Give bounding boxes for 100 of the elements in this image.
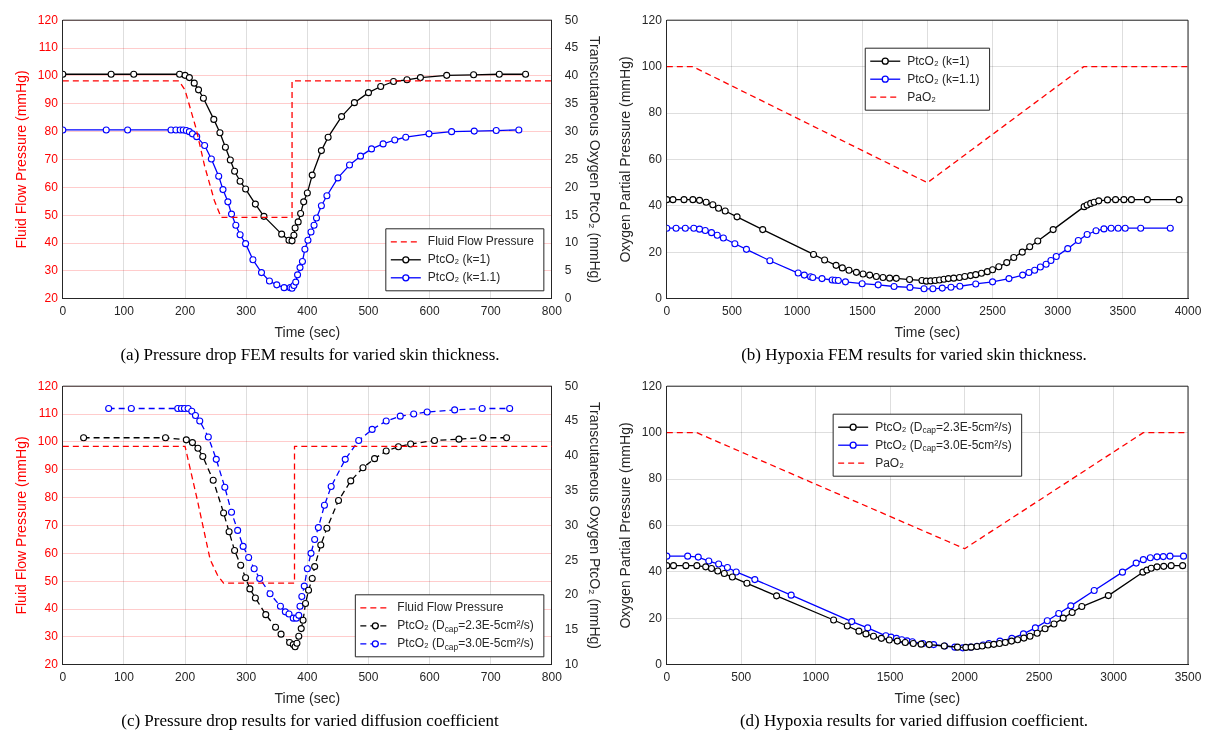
x-tick-label: 500 [731, 670, 752, 685]
y-tick-label: 40 [648, 198, 663, 213]
y2-tick-label: 45 [564, 413, 579, 428]
y-tick-label: 80 [44, 123, 59, 138]
x-tick-label: 100 [113, 670, 135, 685]
y-tick-label: 120 [641, 378, 663, 393]
y2-tick-label: 40 [564, 448, 579, 463]
y-tick-label: 90 [44, 96, 59, 111]
legend-label: PtcO₂ (k=1) [907, 53, 970, 68]
y2-tick-label: 40 [564, 68, 579, 83]
y-tick-label: 40 [44, 601, 59, 616]
x-tick-label: 2500 [979, 304, 1007, 319]
y-tick-label: 100 [641, 58, 663, 73]
x-tick-label: 300 [236, 304, 257, 319]
y-tick-label: 120 [37, 12, 59, 27]
y2-axis-title: Transcutaneous Oxygen PtcO₂ (mmHg) [586, 36, 603, 283]
x-tick-label: 800 [541, 670, 563, 685]
y-tick-label: 120 [37, 378, 59, 393]
y2-tick-label: 10 [564, 657, 579, 672]
y-tick-label: 60 [44, 545, 59, 560]
x-tick-label: 3500 [1174, 670, 1202, 685]
y-tick-label: 100 [37, 434, 59, 449]
x-tick-label: 500 [358, 670, 379, 685]
x-tick-label: 700 [480, 304, 502, 319]
y2-tick-label: 25 [564, 151, 579, 166]
x-tick-label: 2000 [914, 304, 942, 319]
x-tick-label: 1500 [848, 304, 876, 319]
y-tick-label: 20 [648, 244, 663, 259]
x-tick-label: 600 [419, 304, 440, 319]
y-axis-title: Oxygen Partial Pressure (mmHg) [617, 56, 634, 263]
y2-tick-label: 50 [564, 12, 579, 27]
x-tick-label: 3000 [1100, 670, 1128, 685]
y2-tick-label: 35 [564, 482, 579, 497]
x-tick-label: 3000 [1044, 304, 1072, 319]
y-tick-label: 40 [648, 564, 663, 579]
y-tick-label: 30 [44, 263, 59, 278]
y2-tick-label: 15 [564, 622, 579, 637]
x-tick-label: 700 [480, 670, 502, 685]
x-axis-title: Time (sec) [894, 324, 961, 341]
x-tick-label: 3500 [1109, 304, 1137, 319]
x-tick-label: 400 [297, 304, 318, 319]
y-tick-label: 100 [641, 424, 663, 439]
legend-label: PtcO₂ (k=1.1) [427, 270, 501, 285]
legend-label: PaO₂ [907, 89, 937, 104]
x-tick-label: 1000 [802, 670, 830, 685]
y-tick-label: 110 [38, 406, 59, 421]
x-tick-label: 600 [419, 670, 440, 685]
y-tick-label: 100 [37, 68, 59, 83]
y2-tick-label: 20 [564, 587, 579, 602]
x-tick-label: 200 [175, 304, 196, 319]
y-axis-title: Fluid Flow Pressure (mmHg) [13, 436, 30, 615]
x-tick-label: 300 [236, 670, 257, 685]
y-tick-label: 70 [44, 517, 59, 532]
y-tick-label: 80 [648, 105, 663, 120]
y-tick-label: 0 [655, 657, 663, 672]
y-tick-label: 20 [44, 657, 59, 672]
y-tick-label: 60 [44, 179, 59, 194]
y-tick-label: 0 [655, 291, 663, 306]
y-tick-label: 80 [648, 471, 663, 486]
legend-label: Fluid Flow Pressure [397, 600, 504, 615]
x-tick-label: 200 [175, 670, 196, 685]
x-tick-label: 800 [541, 304, 563, 319]
y2-tick-label: 5 [564, 263, 572, 278]
y-tick-label: 90 [44, 462, 59, 477]
y-tick-label: 40 [44, 235, 59, 250]
y-tick-label: 60 [648, 517, 663, 532]
x-axis-title: Time (sec) [274, 324, 341, 341]
legend-label: PtcO₂ (k=1) [427, 252, 491, 267]
y2-tick-label: 10 [564, 235, 579, 250]
legend-label: PaO₂ [875, 455, 905, 470]
x-tick-label: 500 [358, 304, 379, 319]
y2-tick-label: 20 [564, 179, 579, 194]
legend-label: Fluid Flow Pressure [427, 234, 535, 249]
legend-label: PtcO₂ (k=1.1) [907, 71, 980, 86]
x-tick-label: 2500 [1025, 670, 1053, 685]
y2-axis-title: Transcutaneous Oxygen PtcO₂ (mmHg) [586, 402, 603, 649]
x-tick-label: 4000 [1174, 304, 1202, 319]
y-axis-title: Fluid Flow Pressure (mmHg) [13, 70, 30, 249]
text: (b) Hypoxia FEM results for varied skin thickness. [740, 344, 1088, 366]
text: (a) Pressure drop FEM results for varied skin thickness. [119, 344, 501, 366]
x-tick-label: 1000 [783, 304, 811, 319]
x-tick-label: 2000 [951, 670, 979, 685]
y-tick-label: 110 [38, 40, 59, 55]
y2-tick-label: 15 [564, 207, 579, 222]
x-axis-title: Time (sec) [274, 690, 341, 707]
y-tick-label: 30 [44, 629, 59, 644]
y-tick-label: 20 [44, 291, 59, 306]
y-tick-label: 50 [44, 207, 59, 222]
text: (c) Pressure drop results for varied diffusion coefficient [120, 710, 500, 732]
y-tick-label: 50 [44, 573, 59, 588]
y-tick-label: 80 [44, 489, 59, 504]
x-tick-label: 100 [113, 304, 135, 319]
y2-tick-label: 35 [564, 96, 579, 111]
y2-tick-label: 50 [564, 378, 579, 393]
y2-tick-label: 45 [564, 40, 579, 55]
y-tick-label: 60 [648, 151, 663, 166]
y2-tick-label: 30 [564, 517, 579, 532]
text: (d) Hypoxia results for varied diffusion coefficient. [738, 710, 1090, 732]
y-axis-title: Oxygen Partial Pressure (mmHg) [617, 422, 634, 629]
y2-tick-label: 25 [564, 552, 579, 567]
